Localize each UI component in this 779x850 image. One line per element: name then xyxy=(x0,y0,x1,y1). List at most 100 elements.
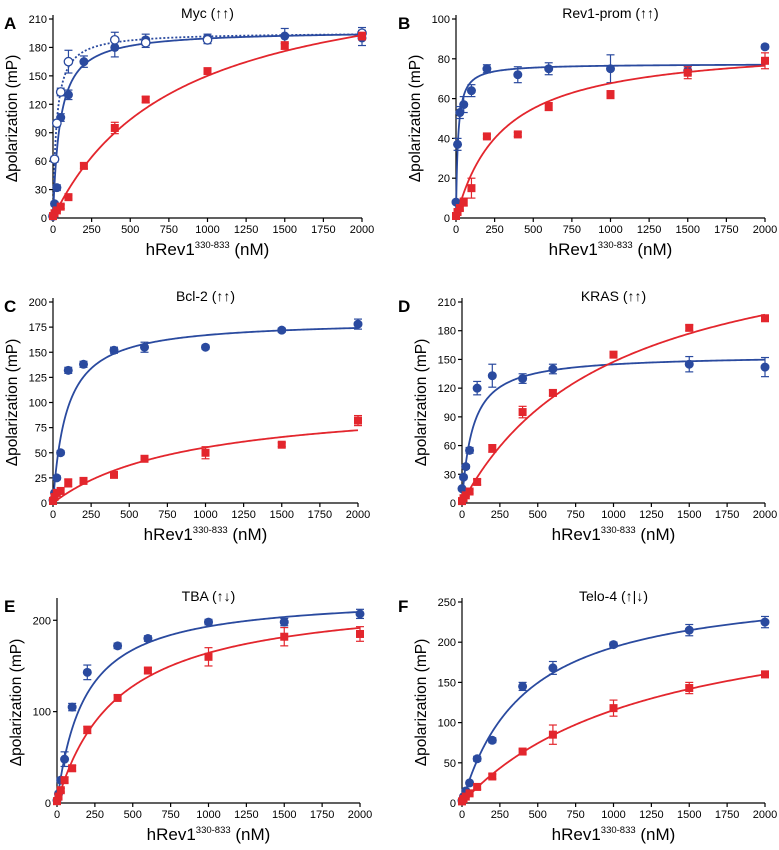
data-point-square xyxy=(203,67,212,76)
x-tick-label: 2000 xyxy=(346,509,370,521)
x-tick-label: 250 xyxy=(491,809,509,821)
data-point-square xyxy=(56,786,65,795)
y-axis-label: Δpolarization (mP) xyxy=(4,55,21,183)
y-axis-label: Δpolarization (mP) xyxy=(407,55,424,183)
data-point-circle xyxy=(109,345,119,355)
data-point-square xyxy=(465,487,474,496)
data-point-open-circle xyxy=(202,34,213,45)
data-point-circle xyxy=(487,371,497,381)
x-axis-label-main: hRev1 xyxy=(552,525,601,544)
data-point-open-circle xyxy=(109,34,120,45)
x-tick-label: 500 xyxy=(524,224,542,236)
y-tick-label: 0 xyxy=(444,213,450,225)
y-tick-label: 150 xyxy=(438,354,456,366)
data-point-square xyxy=(609,704,618,713)
data-point-square xyxy=(110,123,119,132)
y-tick-label: 0 xyxy=(41,213,47,225)
y-tick-label: 0 xyxy=(450,798,456,810)
x-axis-label-unit: (nM) xyxy=(633,240,673,259)
x-tick-label: 500 xyxy=(121,224,139,236)
data-point-square xyxy=(83,725,92,734)
x-axis-label-sup: 330-833 xyxy=(601,525,636,536)
data-point-circle xyxy=(279,617,289,627)
x-tick-label: 500 xyxy=(529,509,547,521)
data-point-circle xyxy=(79,57,89,67)
data-point-circle xyxy=(459,100,469,110)
x-tick-label: 1750 xyxy=(715,509,739,521)
y-tick-label: 20 xyxy=(438,173,450,185)
x-tick-label: 1500 xyxy=(270,509,294,521)
data-point-square xyxy=(761,314,769,323)
data-point-circle xyxy=(63,365,73,375)
x-axis-label-unit: (nM) xyxy=(228,525,268,544)
x-tick-label: 1000 xyxy=(601,809,625,821)
x-tick-label: 1250 xyxy=(234,224,258,236)
fit-curve-red xyxy=(52,34,363,219)
chart-title: TBA (↑↓) xyxy=(182,588,236,604)
data-point-square xyxy=(56,486,65,495)
x-tick-label: 1000 xyxy=(598,224,622,236)
data-point-circle xyxy=(143,634,153,644)
data-point-circle xyxy=(465,445,475,455)
y-axis-label: Δpolarization (mP) xyxy=(413,639,430,767)
fit-curve-blue xyxy=(461,619,766,804)
y-tick-label: 50 xyxy=(35,448,47,460)
x-tick-label: 0 xyxy=(50,509,56,521)
data-point-square xyxy=(201,448,210,457)
data-point-square xyxy=(50,492,59,501)
x-axis-label-sup: 330-833 xyxy=(196,825,231,836)
data-point-square xyxy=(79,476,88,485)
data-point-square xyxy=(110,470,118,479)
x-tick-label: 250 xyxy=(82,224,100,236)
data-point-circle xyxy=(63,90,73,100)
data-point-circle xyxy=(280,31,290,41)
x-tick-label: 1000 xyxy=(195,224,219,236)
y-tick-label: 150 xyxy=(29,347,47,359)
x-tick-label: 250 xyxy=(82,509,100,521)
x-tick-label: 250 xyxy=(485,224,503,236)
x-axis-label-unit: (nM) xyxy=(231,825,271,844)
chart-title: Bcl-2 (↑↑) xyxy=(176,288,235,304)
data-point-circle xyxy=(466,86,476,96)
data-point-square xyxy=(548,388,557,397)
data-point-square xyxy=(683,68,692,77)
data-point-square xyxy=(467,184,476,193)
y-tick-label: 40 xyxy=(438,133,450,145)
x-tick-label: 2000 xyxy=(753,509,777,521)
x-axis-label-main: hRev1 xyxy=(147,825,196,844)
data-point-square xyxy=(473,477,482,486)
x-tick-label: 0 xyxy=(459,509,465,521)
data-point-square xyxy=(513,130,522,139)
data-point-circle xyxy=(684,359,694,369)
data-point-circle xyxy=(52,473,62,483)
data-point-square xyxy=(204,652,213,661)
data-point-circle xyxy=(609,640,618,650)
y-tick-label: 0 xyxy=(450,498,456,510)
data-point-square xyxy=(143,666,152,675)
fit-curve-blue-dashed xyxy=(52,33,363,218)
data-point-square xyxy=(473,782,482,791)
x-tick-label: 750 xyxy=(158,509,176,521)
panel-a: A Myc (↑↑) 0 30 60 90 120 150 180 210 0 250 500 750 10… xyxy=(4,5,374,259)
x-axis-label: hRev1330-833 (nM) xyxy=(552,825,676,844)
x-tick-label: 2000 xyxy=(753,809,777,821)
x-tick-label: 1000 xyxy=(193,509,217,521)
data-point-square xyxy=(459,198,468,207)
data-point-square xyxy=(79,161,88,170)
x-tick-label: 1500 xyxy=(677,509,701,521)
x-axis-label: hRev1330-833 (nM) xyxy=(147,825,271,844)
y-tick-label: 100 xyxy=(33,707,51,719)
data-point-circle xyxy=(453,139,463,149)
data-point-circle xyxy=(472,754,482,764)
data-point-circle xyxy=(201,342,210,352)
x-tick-label: 0 xyxy=(453,224,459,236)
data-point-square xyxy=(482,132,491,141)
data-point-square xyxy=(141,95,150,104)
data-point-square xyxy=(761,56,769,65)
chart-title: Telo-4 (↑|↓) xyxy=(579,588,648,604)
y-tick-label: 60 xyxy=(35,156,47,168)
data-point-square xyxy=(280,632,289,641)
fit-curve-blue xyxy=(56,610,361,804)
